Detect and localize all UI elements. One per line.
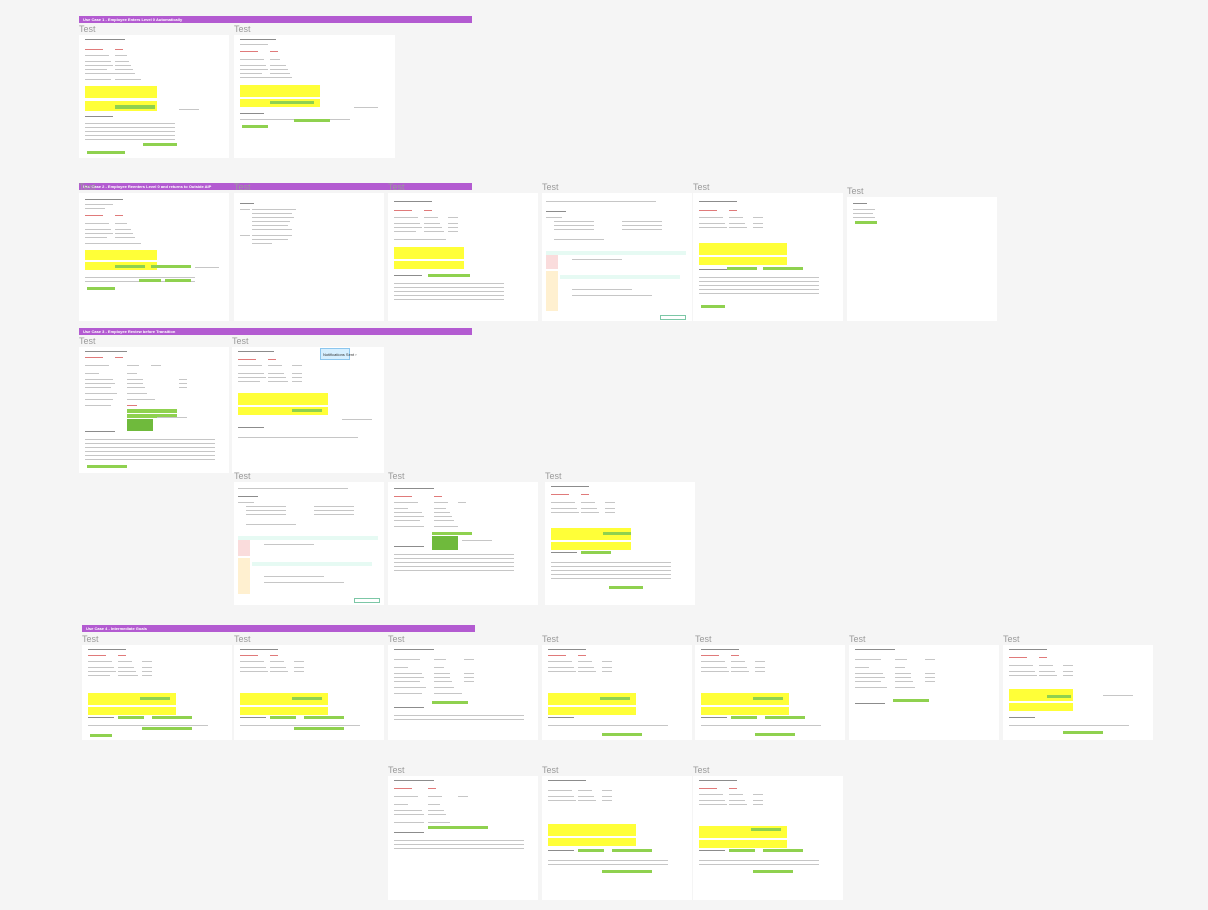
frame-label: Test bbox=[1003, 634, 1020, 644]
frame-label: Test bbox=[693, 182, 710, 192]
section-bar-use-case-3[interactable]: Use Case 3 - Employee Review before Tran… bbox=[79, 328, 472, 335]
frame-label: Test bbox=[82, 634, 99, 644]
frame[interactable]: Test bbox=[232, 336, 384, 473]
frame[interactable]: Test bbox=[82, 634, 232, 740]
frame[interactable]: Test bbox=[388, 765, 538, 900]
frame-label: Test bbox=[545, 471, 562, 481]
frame[interactable]: Test bbox=[1003, 634, 1153, 740]
frame-label: Test bbox=[79, 24, 96, 34]
notifications-sent-button[interactable]: Notifications Sent › bbox=[320, 348, 357, 360]
frame[interactable]: Test bbox=[542, 765, 692, 900]
frame[interactable]: Test bbox=[847, 186, 997, 321]
frame[interactable]: Test bbox=[695, 634, 845, 740]
section-bar-use-case-4[interactable]: Use Case 4 - Intermediate Goals bbox=[82, 625, 475, 632]
frame-label: Test bbox=[388, 182, 405, 192]
frame[interactable]: Test bbox=[693, 765, 843, 900]
frame-label: Test bbox=[232, 336, 249, 346]
frame-label: Test bbox=[542, 634, 559, 644]
frame-label: Test bbox=[234, 471, 251, 481]
frame-label: Test bbox=[388, 634, 405, 644]
frame[interactable]: Test bbox=[542, 634, 692, 740]
frame[interactable]: Test bbox=[234, 634, 384, 740]
frame-label: Test bbox=[849, 634, 866, 644]
frame[interactable]: Test bbox=[234, 182, 384, 321]
frame-label: Test bbox=[847, 186, 864, 196]
frame[interactable]: Test bbox=[542, 182, 692, 321]
frame-label: Test bbox=[234, 182, 251, 192]
frame[interactable]: Test bbox=[79, 24, 229, 158]
frame-label: Test bbox=[542, 765, 559, 775]
frame[interactable]: Test bbox=[79, 336, 229, 473]
frame-label: Test bbox=[79, 336, 96, 346]
frame-label: Test bbox=[542, 182, 559, 192]
frame-label: Test bbox=[234, 24, 251, 34]
frame[interactable]: Test bbox=[388, 471, 538, 605]
frame-label: Test bbox=[693, 765, 710, 775]
frame[interactable]: Test bbox=[234, 471, 384, 605]
frame[interactable]: Test bbox=[234, 24, 395, 158]
notifications-sent-label: Notifications Sent › bbox=[323, 352, 357, 357]
section-bar-use-case-2[interactable]: Use Case 2 - Employee Reenters Level 0 a… bbox=[79, 183, 472, 190]
frame-label: Test bbox=[388, 471, 405, 481]
section-bar-use-case-1[interactable]: Use Case 1 - Employee Enters Level 0 Aut… bbox=[79, 16, 472, 23]
frame-label: Test bbox=[695, 634, 712, 644]
frame-label: Test bbox=[234, 634, 251, 644]
frame[interactable]: Test bbox=[545, 471, 695, 605]
frame[interactable]: Test bbox=[388, 182, 538, 321]
frame-label: Test bbox=[388, 765, 405, 775]
frame[interactable]: Test bbox=[79, 182, 229, 321]
frame[interactable]: Test bbox=[388, 634, 538, 740]
frame[interactable]: Test bbox=[693, 182, 843, 321]
frame-label: Test bbox=[79, 182, 96, 192]
frame[interactable]: Test bbox=[849, 634, 999, 740]
